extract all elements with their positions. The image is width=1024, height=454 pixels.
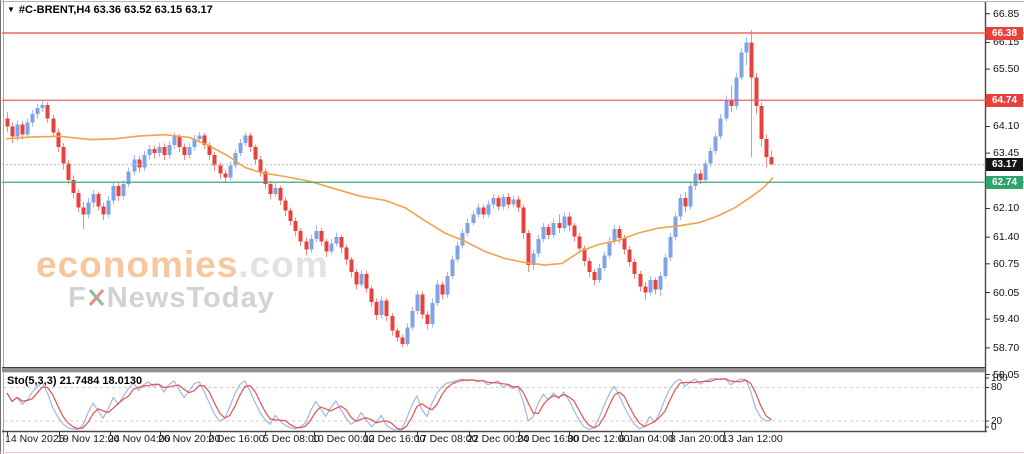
stochastic-axis-label: 20 bbox=[991, 415, 1003, 427]
time-axis-label: 17 Dec 08:00 bbox=[415, 433, 478, 445]
watermark-tagline-f: F bbox=[68, 282, 87, 314]
watermark-tagline: F NewsToday bbox=[68, 283, 329, 313]
price-axis-label: 60.75 bbox=[993, 257, 1020, 270]
stochastic-axis-label: 100 bbox=[991, 372, 1008, 384]
time-axis-label: 6 Jan 04:00 bbox=[619, 433, 674, 445]
time-axis-label: 13 Jan 12:00 bbox=[722, 433, 783, 445]
time-axis-label: 14 Nov 2025 bbox=[5, 433, 65, 445]
time-axis-label: 30 Dec 12:00 bbox=[567, 433, 630, 445]
price-axis-label: 61.40 bbox=[993, 231, 1020, 244]
time-axis-label: 22 Dec 00:00 bbox=[467, 433, 530, 445]
watermark: economies.com F NewsToday bbox=[36, 246, 329, 313]
time-axis-label: 12 Dec 16:00 bbox=[363, 433, 426, 445]
time-axis-label: 10 Dec 00:00 bbox=[312, 433, 375, 445]
price-axis-label: 63.45 bbox=[993, 147, 1020, 160]
price-line-badge-64.74[interactable]: 64.74 bbox=[986, 93, 1023, 107]
price-axis-label: 62.10 bbox=[993, 202, 1020, 215]
price-axis-label: 66.85 bbox=[993, 7, 1020, 20]
symbol-ohlc-text: #C-BRENT,H4 63.36 63.52 63.15 63.17 bbox=[18, 4, 213, 16]
time-axis-label: 5 Dec 08:00 bbox=[263, 433, 320, 445]
stochastic-axis-label: 80 bbox=[991, 382, 1003, 393]
symbol-dropdown-icon[interactable]: ▼ bbox=[7, 5, 15, 14]
price-axis-label: 64.10 bbox=[993, 120, 1020, 133]
watermark-brand-line: economies.com bbox=[36, 246, 329, 283]
stochastic-axis-label: 0 bbox=[991, 421, 997, 433]
price-axis-label: 65.50 bbox=[993, 63, 1020, 76]
price-line-badge-66.38[interactable]: 66.38 bbox=[986, 26, 1023, 40]
price-axis-label: 58.70 bbox=[993, 341, 1020, 354]
time-axis-label: 2 Dec 16:00 bbox=[208, 433, 265, 445]
fx-cross-icon bbox=[88, 288, 104, 307]
price-line-badge-63.17[interactable]: 63.17 bbox=[986, 158, 1023, 172]
time-axis-label: 24 Dec 16:00 bbox=[517, 433, 580, 445]
symbol-ohlc-label: ▼ #C-BRENT,H4 63.36 63.52 63.15 63.17 bbox=[7, 4, 213, 16]
watermark-tagline-rest: NewsToday bbox=[106, 282, 275, 314]
watermark-suffix: .com bbox=[238, 244, 329, 285]
stochastic-indicator-label: Sto(5,3,3) 21.7484 18.0130 bbox=[7, 375, 143, 387]
price-axis-label: 59.40 bbox=[993, 313, 1020, 326]
watermark-brand: economies bbox=[36, 244, 239, 285]
price-axis-label: 58.05 bbox=[993, 368, 1020, 381]
price-line-badge-62.74[interactable]: 62.74 bbox=[986, 175, 1023, 189]
time-axis-label: 26 Nov 20:00 bbox=[158, 433, 221, 445]
price-axis-label: 60.05 bbox=[993, 286, 1020, 299]
time-axis-label: 19 Nov 12:00 bbox=[57, 433, 120, 445]
time-axis-label: 8 Jan 20:00 bbox=[670, 433, 725, 445]
time-axis-label: 24 Nov 04:00 bbox=[108, 433, 171, 445]
